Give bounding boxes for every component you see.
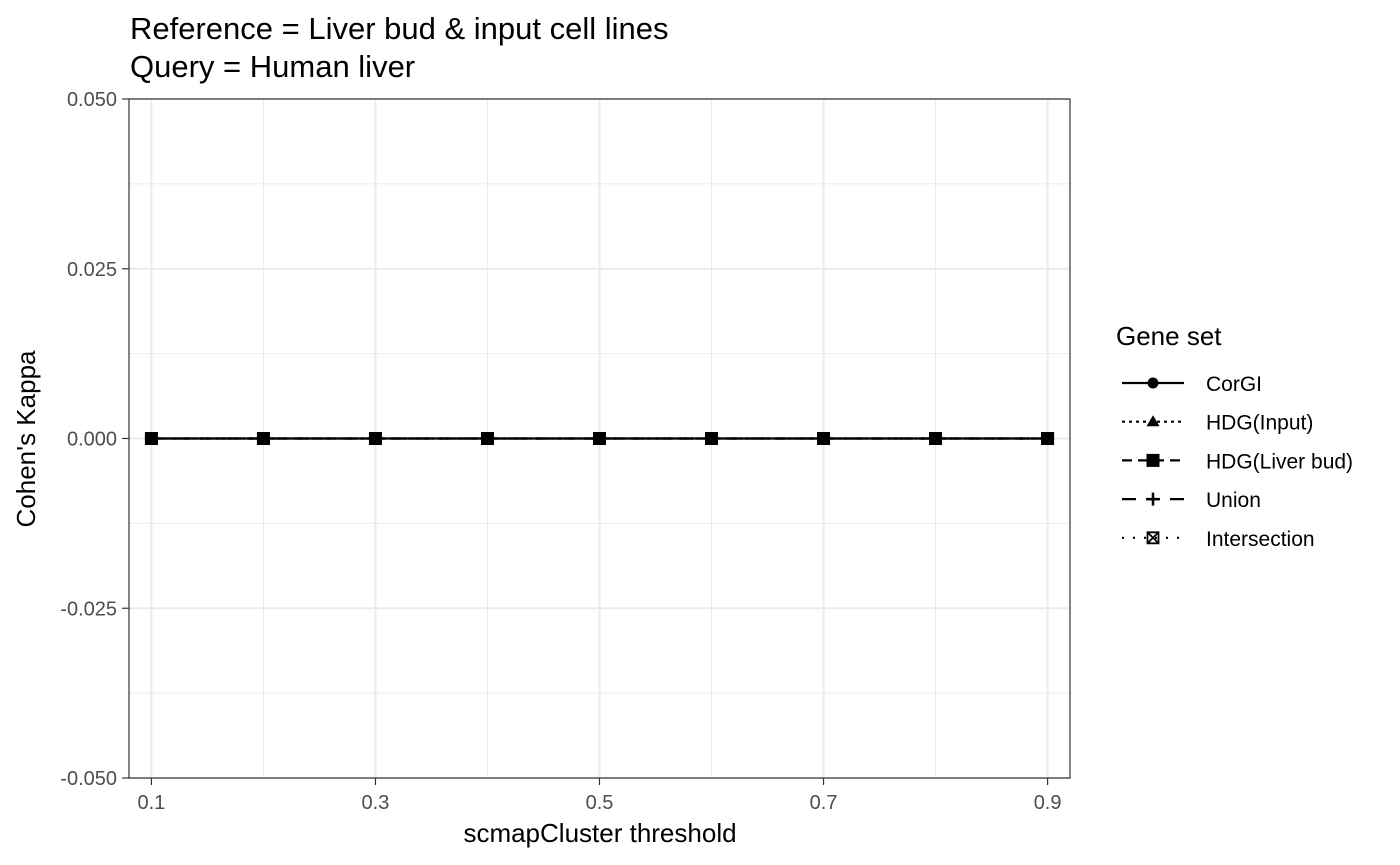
data-point-corgi: [930, 433, 942, 444]
legend-label: HDG(Liver bud): [1206, 450, 1353, 473]
data-point-corgi: [145, 433, 157, 444]
data-point-corgi: [257, 433, 269, 444]
series-layer: [144, 432, 1055, 445]
y-tick-label: 0.000: [67, 429, 117, 451]
data-point-corgi: [369, 433, 381, 444]
data-point-corgi: [481, 433, 493, 444]
legend-key-marker: [1146, 531, 1160, 545]
legend: Gene set CorGI HDG(Input) HDG(Liver bud) Un…: [1116, 321, 1353, 551]
x-axis-ticks: 0.1 0.3 0.5 0.7 0.9: [137, 778, 1062, 814]
data-point-corgi: [594, 433, 605, 444]
legend-item-hdg-input: HDG(Input): [1122, 412, 1313, 435]
legend-key-marker: [1146, 453, 1160, 467]
y-axis-title: Cohen's Kappa: [11, 350, 41, 528]
x-tick-label: 0.3: [362, 792, 390, 814]
legend-label: Intersection: [1206, 528, 1315, 551]
legend-label: HDG(Input): [1206, 412, 1313, 435]
legend-item-intersection: Intersection: [1122, 528, 1315, 551]
x-tick-label: 0.9: [1034, 792, 1062, 814]
chart-title-line-1: Reference = Liver bud & input cell lines: [130, 11, 669, 46]
legend-key-marker: [1146, 415, 1160, 427]
data-point-corgi: [818, 433, 830, 444]
x-tick-label: 0.7: [810, 792, 838, 814]
legend-key-marker: [1146, 492, 1160, 506]
data-point-corgi: [1042, 433, 1054, 444]
legend-label: CorGI: [1206, 373, 1262, 396]
data-point-corgi: [706, 433, 718, 444]
y-axis-ticks: -0.050 -0.025 0.000 0.025 0.050: [60, 89, 129, 790]
series-corgi: [145, 433, 1054, 444]
y-tick-label: 0.050: [67, 89, 117, 111]
y-tick-label: 0.025: [67, 259, 117, 281]
legend-title: Gene set: [1116, 321, 1222, 351]
legend-label: Union: [1206, 489, 1261, 512]
x-tick-label: 0.5: [586, 792, 614, 814]
chart-title-line-2: Query = Human liver: [130, 49, 415, 84]
legend-key-marker: [1147, 377, 1159, 389]
legend-item-corgi: CorGI: [1122, 373, 1262, 396]
legend-item-hdg-liver-bud: HDG(Liver bud): [1122, 450, 1353, 473]
x-axis-title: scmapCluster threshold: [463, 818, 736, 848]
y-tick-label: -0.050: [60, 768, 117, 790]
legend-item-union: Union: [1122, 489, 1261, 512]
x-tick-label: 0.1: [137, 792, 165, 814]
y-tick-label: -0.025: [60, 598, 117, 620]
